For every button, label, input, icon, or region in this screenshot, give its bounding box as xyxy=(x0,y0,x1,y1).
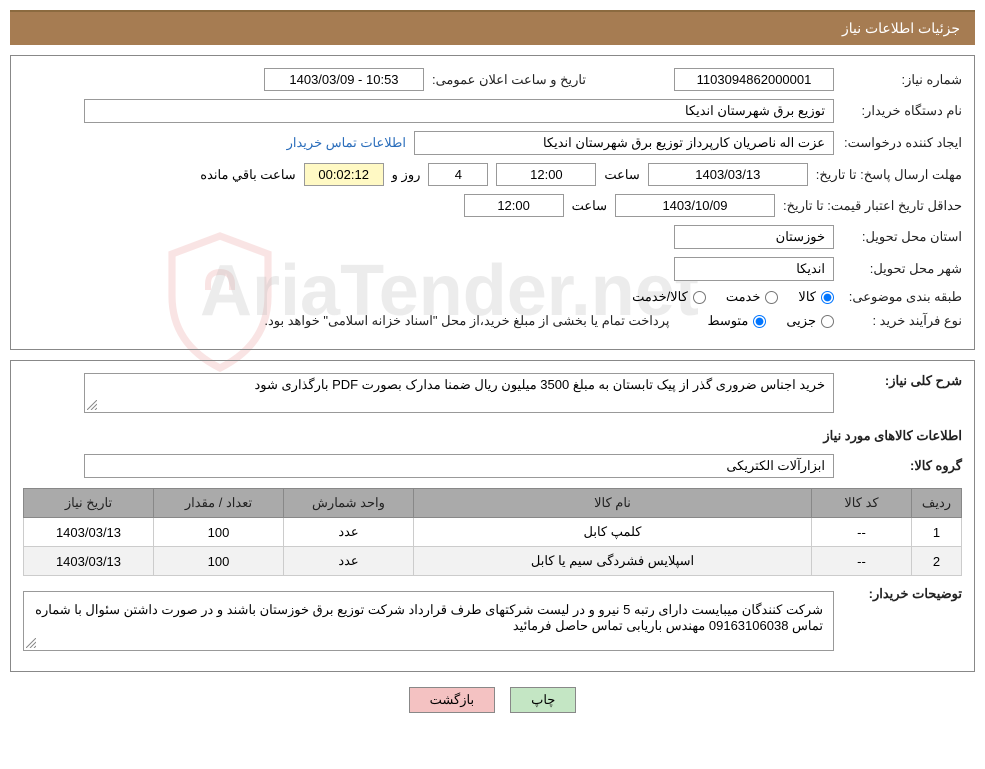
table-cell-code: -- xyxy=(812,518,912,547)
province-label: استان محل تحویل: xyxy=(842,229,962,245)
back-button[interactable]: بازگشت xyxy=(409,687,495,713)
page-title: جزئیات اطلاعات نیاز xyxy=(842,20,960,36)
min-validity-time-value: 12:00 xyxy=(464,194,564,217)
deadline-date-value: 1403/03/13 xyxy=(648,163,808,186)
need-number-label: شماره نیاز: xyxy=(842,72,962,88)
resize-handle-icon xyxy=(87,400,97,410)
table-cell-date: 1403/03/13 xyxy=(24,518,154,547)
table-cell-date: 1403/03/13 xyxy=(24,547,154,576)
min-validity-date-value: 1403/10/09 xyxy=(615,194,775,217)
announce-datetime-value: 1403/03/09 - 10:53 xyxy=(264,68,424,91)
time-label-1: ساعت xyxy=(604,167,639,183)
table-cell-qty: 100 xyxy=(154,547,284,576)
days-count-value: 4 xyxy=(428,163,488,186)
category-service-label: خدمت xyxy=(726,289,761,305)
th-code: کد کالا xyxy=(812,489,912,518)
category-goods-radio[interactable] xyxy=(821,291,834,304)
category-label: طبقه بندی موضوعی: xyxy=(842,289,962,305)
table-cell-qty: 100 xyxy=(154,518,284,547)
details-section: شرح کلی نیاز: خرید اجناس ضروری گذر از پی… xyxy=(10,360,975,672)
category-radio-group: کالا خدمت کالا/خدمت xyxy=(632,289,834,305)
summary-label: شرح کلی نیاز: xyxy=(842,373,962,389)
th-date: تاریخ نیاز xyxy=(24,489,154,518)
table-cell-name: اسپلایس فشردگی سیم یا کابل xyxy=(414,547,812,576)
table-cell-row: 2 xyxy=(912,547,962,576)
purchase-medium-label: متوسط xyxy=(707,313,748,329)
min-validity-label: حداقل تاریخ اعتبار قیمت: تا تاریخ: xyxy=(783,198,962,214)
form-section: شماره نیاز: 1103094862000001 تاریخ و ساع… xyxy=(10,55,975,350)
announce-datetime-label: تاریخ و ساعت اعلان عمومی: xyxy=(432,72,586,88)
table-cell-unit: عدد xyxy=(284,547,414,576)
buyer-org-value: توزیع برق شهرستان اندیکا xyxy=(84,99,834,123)
purchase-note: پرداخت تمام یا بخشی از مبلغ خرید،از محل … xyxy=(264,313,669,329)
action-buttons: چاپ بازگشت xyxy=(0,687,985,713)
summary-box: خرید اجناس ضروری گذر از پیک تابستان به م… xyxy=(84,373,834,413)
need-number-value: 1103094862000001 xyxy=(674,68,834,91)
deadline-time-value: 12:00 xyxy=(496,163,596,186)
table-cell-name: کلمپ کابل xyxy=(414,518,812,547)
th-unit: واحد شمارش xyxy=(284,489,414,518)
city-label: شهر محل تحویل: xyxy=(842,261,962,277)
table-row: 2--اسپلایس فشردگی سیم یا کابلعدد1001403/… xyxy=(24,547,962,576)
requester-label: ایجاد کننده درخواست: xyxy=(842,135,962,151)
requester-value: عزت اله ناصریان کارپرداز توزیع برق شهرست… xyxy=(414,131,834,155)
time-label-2: ساعت xyxy=(572,198,607,214)
page-header: جزئیات اطلاعات نیاز xyxy=(10,10,975,45)
table-cell-unit: عدد xyxy=(284,518,414,547)
buyer-notes-box: شرکت کنندگان میبایست دارای رتبه 5 نیرو و… xyxy=(23,591,834,651)
th-name: نام کالا xyxy=(414,489,812,518)
print-button[interactable]: چاپ xyxy=(510,687,576,713)
province-value: خوزستان xyxy=(674,225,834,249)
city-value: اندیکا xyxy=(674,257,834,281)
table-cell-row: 1 xyxy=(912,518,962,547)
category-goods-label: کالا xyxy=(798,289,816,305)
remaining-label: ساعت باقي مانده xyxy=(200,167,295,183)
deadline-label: مهلت ارسال پاسخ: تا تاریخ: xyxy=(816,167,962,183)
buyer-notes-label: توضیحات خریدار: xyxy=(842,586,962,602)
contact-link[interactable]: اطلاعات تماس خریدار xyxy=(287,135,406,151)
group-label: گروه کالا: xyxy=(842,458,962,474)
purchase-medium-radio[interactable] xyxy=(753,315,766,328)
th-qty: تعداد / مقدار xyxy=(154,489,284,518)
buyer-org-label: نام دستگاه خریدار: xyxy=(842,103,962,119)
summary-text: خرید اجناس ضروری گذر از پیک تابستان به م… xyxy=(255,377,826,392)
days-label: روز و xyxy=(392,167,421,183)
countdown-value: 00:02:12 xyxy=(304,163,384,186)
table-cell-code: -- xyxy=(812,547,912,576)
category-goods-service-radio[interactable] xyxy=(693,291,706,304)
buyer-notes-text: شرکت کنندگان میبایست دارای رتبه 5 نیرو و… xyxy=(35,602,823,633)
items-table: ردیف کد کالا نام کالا واحد شمارش تعداد /… xyxy=(23,488,962,576)
items-section-title: اطلاعات کالاهای مورد نیاز xyxy=(23,428,962,444)
category-service-radio[interactable] xyxy=(765,291,778,304)
th-row: ردیف xyxy=(912,489,962,518)
purchase-minor-radio[interactable] xyxy=(821,315,834,328)
table-row: 1--کلمپ کابلعدد1001403/03/13 xyxy=(24,518,962,547)
group-value: ابزارآلات الکتریکی xyxy=(84,454,834,478)
purchase-minor-label: جزیی xyxy=(786,313,816,329)
resize-handle-icon-2 xyxy=(26,638,36,648)
category-goods-service-label: کالا/خدمت xyxy=(632,289,688,305)
purchase-type-label: نوع فرآیند خرید : xyxy=(842,313,962,329)
purchase-type-radio-group: جزیی متوسط xyxy=(707,313,834,329)
